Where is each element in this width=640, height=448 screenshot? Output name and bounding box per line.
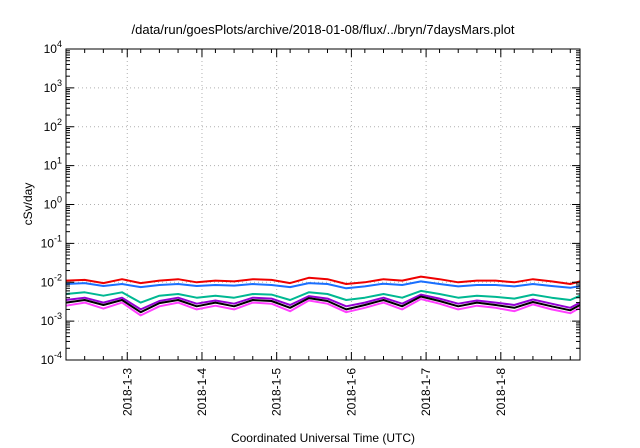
y-tick-label: 100 xyxy=(44,195,62,212)
x-axis: 2018-1-3 2018-1-4 2018-1-5 2018-1-6 2018-1-7… xyxy=(65,49,571,416)
series-line-5 xyxy=(65,295,581,314)
y-tick-label: 104 xyxy=(44,39,62,56)
y-tick-label: 10-1 xyxy=(41,233,62,250)
y-tick-label: 102 xyxy=(44,117,62,134)
y-tick-label: 10-2 xyxy=(41,272,62,289)
y-tick-label: 103 xyxy=(44,78,62,95)
y-tick-label: 101 xyxy=(44,156,62,173)
y-axis-label: cSv/day xyxy=(21,183,35,226)
grid xyxy=(66,49,580,360)
y-axis: 104 103 102 101 100 10-1 10-2 10-3 10-4 xyxy=(41,39,580,367)
x-tick-label: 2018-1-3 xyxy=(120,368,134,416)
x-tick-label: 2018-1-5 xyxy=(270,368,284,416)
series-line-3 xyxy=(65,289,581,304)
series-group xyxy=(65,275,581,317)
y-tick-label: 10-4 xyxy=(41,350,62,367)
x-tick-label: 2018-1-6 xyxy=(344,368,358,416)
y-tick-label: 10-3 xyxy=(41,311,62,328)
x-tick-label: 2018-1-4 xyxy=(195,368,209,416)
x-tick-label: 2018-1-8 xyxy=(494,368,508,416)
series-line-1 xyxy=(65,275,581,285)
x-tick-label: 2018-1-7 xyxy=(419,368,433,416)
series-line-2 xyxy=(65,280,581,290)
chart-title: /data/run/goesPlots/archive/2018-01-08/f… xyxy=(132,22,515,37)
x-axis-label: Coordinated Universal Time (UTC) xyxy=(231,431,415,445)
series-line-6 xyxy=(65,298,581,317)
series-line-4 xyxy=(65,293,581,311)
